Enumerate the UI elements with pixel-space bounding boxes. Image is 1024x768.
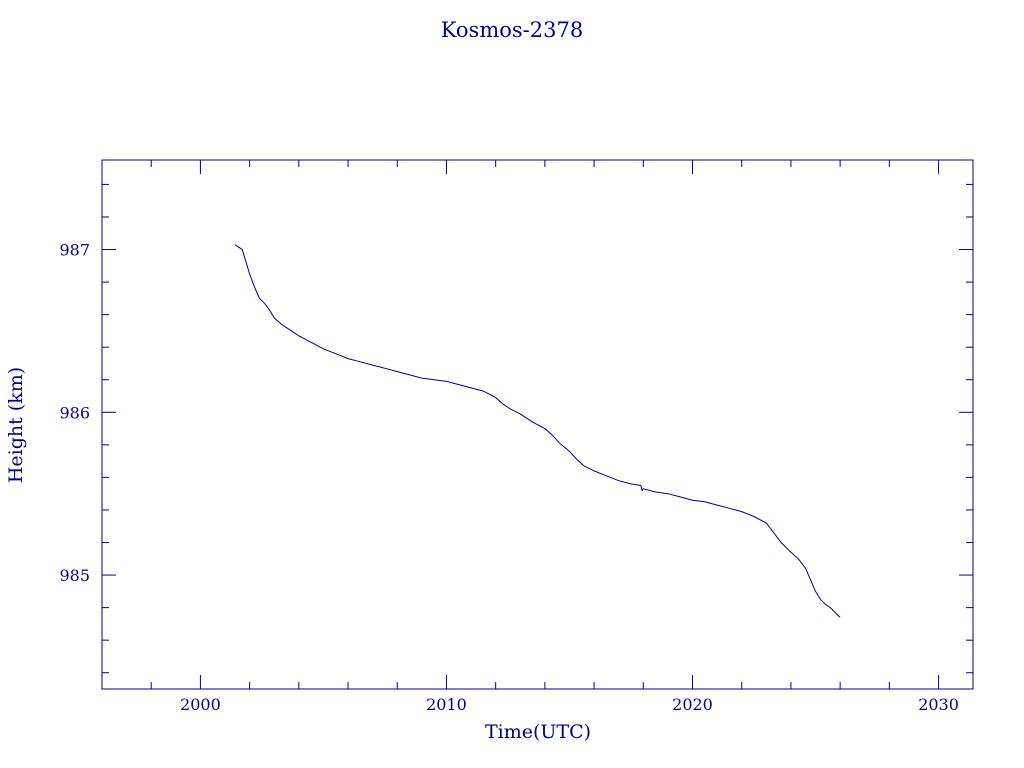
x-tick-label: 2010 [426, 695, 467, 714]
axis-tick-labels: 2000 2010 2020 2030 985 986 987 [59, 241, 958, 714]
x-tick-label: 2000 [180, 695, 221, 714]
x-tick-label: 2020 [672, 695, 713, 714]
series-line [234, 244, 841, 618]
axis-ticks [102, 160, 973, 689]
x-tick-label: 2030 [918, 695, 959, 714]
y-tick-label: 987 [59, 241, 90, 260]
x-axis-label: Time(UTC) [485, 721, 591, 743]
y-tick-label: 986 [59, 403, 90, 422]
y-axis-label: Height (km) [5, 367, 27, 483]
plot-frame [101, 159, 974, 690]
chart-title: Kosmos-2378 [441, 18, 583, 42]
y-tick-label: 985 [59, 566, 90, 585]
